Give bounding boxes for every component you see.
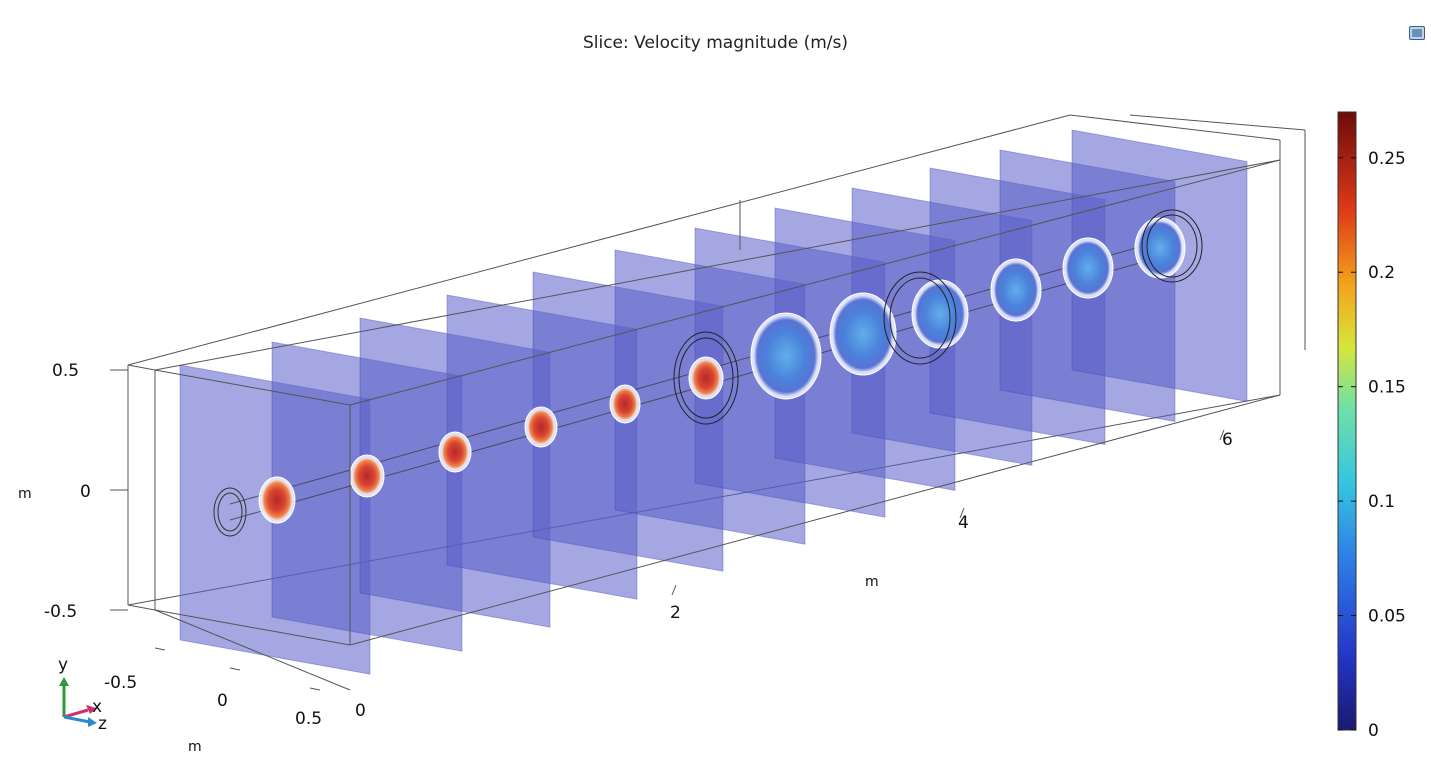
y-tick-label: 0.5: [52, 361, 79, 381]
color-bar-ticks: 0.25 0.2 0.15 0.1 0.05 0: [1338, 149, 1406, 741]
axis-triad: y x z: [58, 655, 107, 734]
pipe-inlet: [213, 487, 247, 537]
color-bar-tick-label: 0: [1368, 721, 1379, 741]
x-tick-label: 6: [1222, 430, 1233, 450]
velocity-disk: [262, 480, 292, 520]
z-axis-unit: m: [188, 739, 202, 755]
velocity-disk: [994, 262, 1038, 318]
y-tick-label: -0.5: [44, 602, 77, 622]
pipe-fitting-ring: [889, 277, 951, 359]
plot-title: Slice: Velocity magnitude (m/s): [582, 33, 849, 53]
z-tick-label: -0.5: [104, 673, 137, 693]
color-bar-tick-label: 0.15: [1368, 378, 1406, 398]
velocity-disk: [442, 435, 468, 469]
x-axis-unit: m: [865, 574, 879, 590]
bounding-box-front: [127, 159, 1281, 646]
triad-z-label: z: [98, 714, 107, 734]
pipe-fitting-ring: [678, 337, 734, 419]
color-bar-tick-label: 0.25: [1368, 149, 1406, 169]
z-axis-ticks: -0.5 0 0.5 0 m: [104, 673, 366, 755]
z-tick-label: 0.5: [295, 709, 322, 729]
velocity-disk: [1066, 241, 1110, 295]
pipe-fitting-ring: [1141, 209, 1203, 283]
color-bar-tick-label: 0.2: [1368, 263, 1395, 283]
triad-x-label: x: [92, 697, 102, 717]
tick-marks: [110, 369, 1225, 691]
x-axis-ticks: 2 4 6 m: [670, 430, 1233, 623]
velocity-disk: [613, 388, 637, 420]
velocity-disk: [1138, 221, 1182, 275]
pipe-fitting-ring: [883, 271, 957, 365]
pipe-fitting-ring: [1146, 214, 1198, 278]
velocity-disk: [754, 316, 818, 396]
velocity-disk: [353, 458, 381, 494]
y-tick-label: 0: [80, 482, 91, 502]
color-bar-tick-label: 0.05: [1368, 607, 1406, 627]
pipe-geometry: [213, 209, 1203, 537]
color-bar: [1337, 111, 1357, 731]
z-tick-label: 0: [217, 691, 228, 711]
x-tick-label: 2: [670, 603, 681, 623]
color-legend: 0.25 0.2 0.15 0.1 0.05 0: [1337, 111, 1406, 741]
pipe-fitting-ring: [673, 331, 739, 425]
slice-planes: [179, 129, 1248, 675]
graphics-toolbar-icon[interactable]: [1409, 26, 1425, 40]
velocity-disk: [915, 283, 965, 345]
y-axis-unit: m: [18, 486, 32, 502]
y-axis-ticks: 0.5 0 -0.5 m: [18, 361, 91, 622]
triad-y-label: y: [58, 655, 68, 675]
color-bar-tick-label: 0.1: [1368, 492, 1395, 512]
velocity-disk: [528, 410, 554, 444]
x-tick-label: 4: [958, 513, 969, 533]
triad-x-arrow: [63, 708, 89, 719]
triad-z-arrow: [63, 715, 91, 724]
z-tick-label: 0: [355, 701, 366, 721]
velocity-disk: [692, 360, 720, 396]
velocity-disk: [833, 296, 893, 372]
